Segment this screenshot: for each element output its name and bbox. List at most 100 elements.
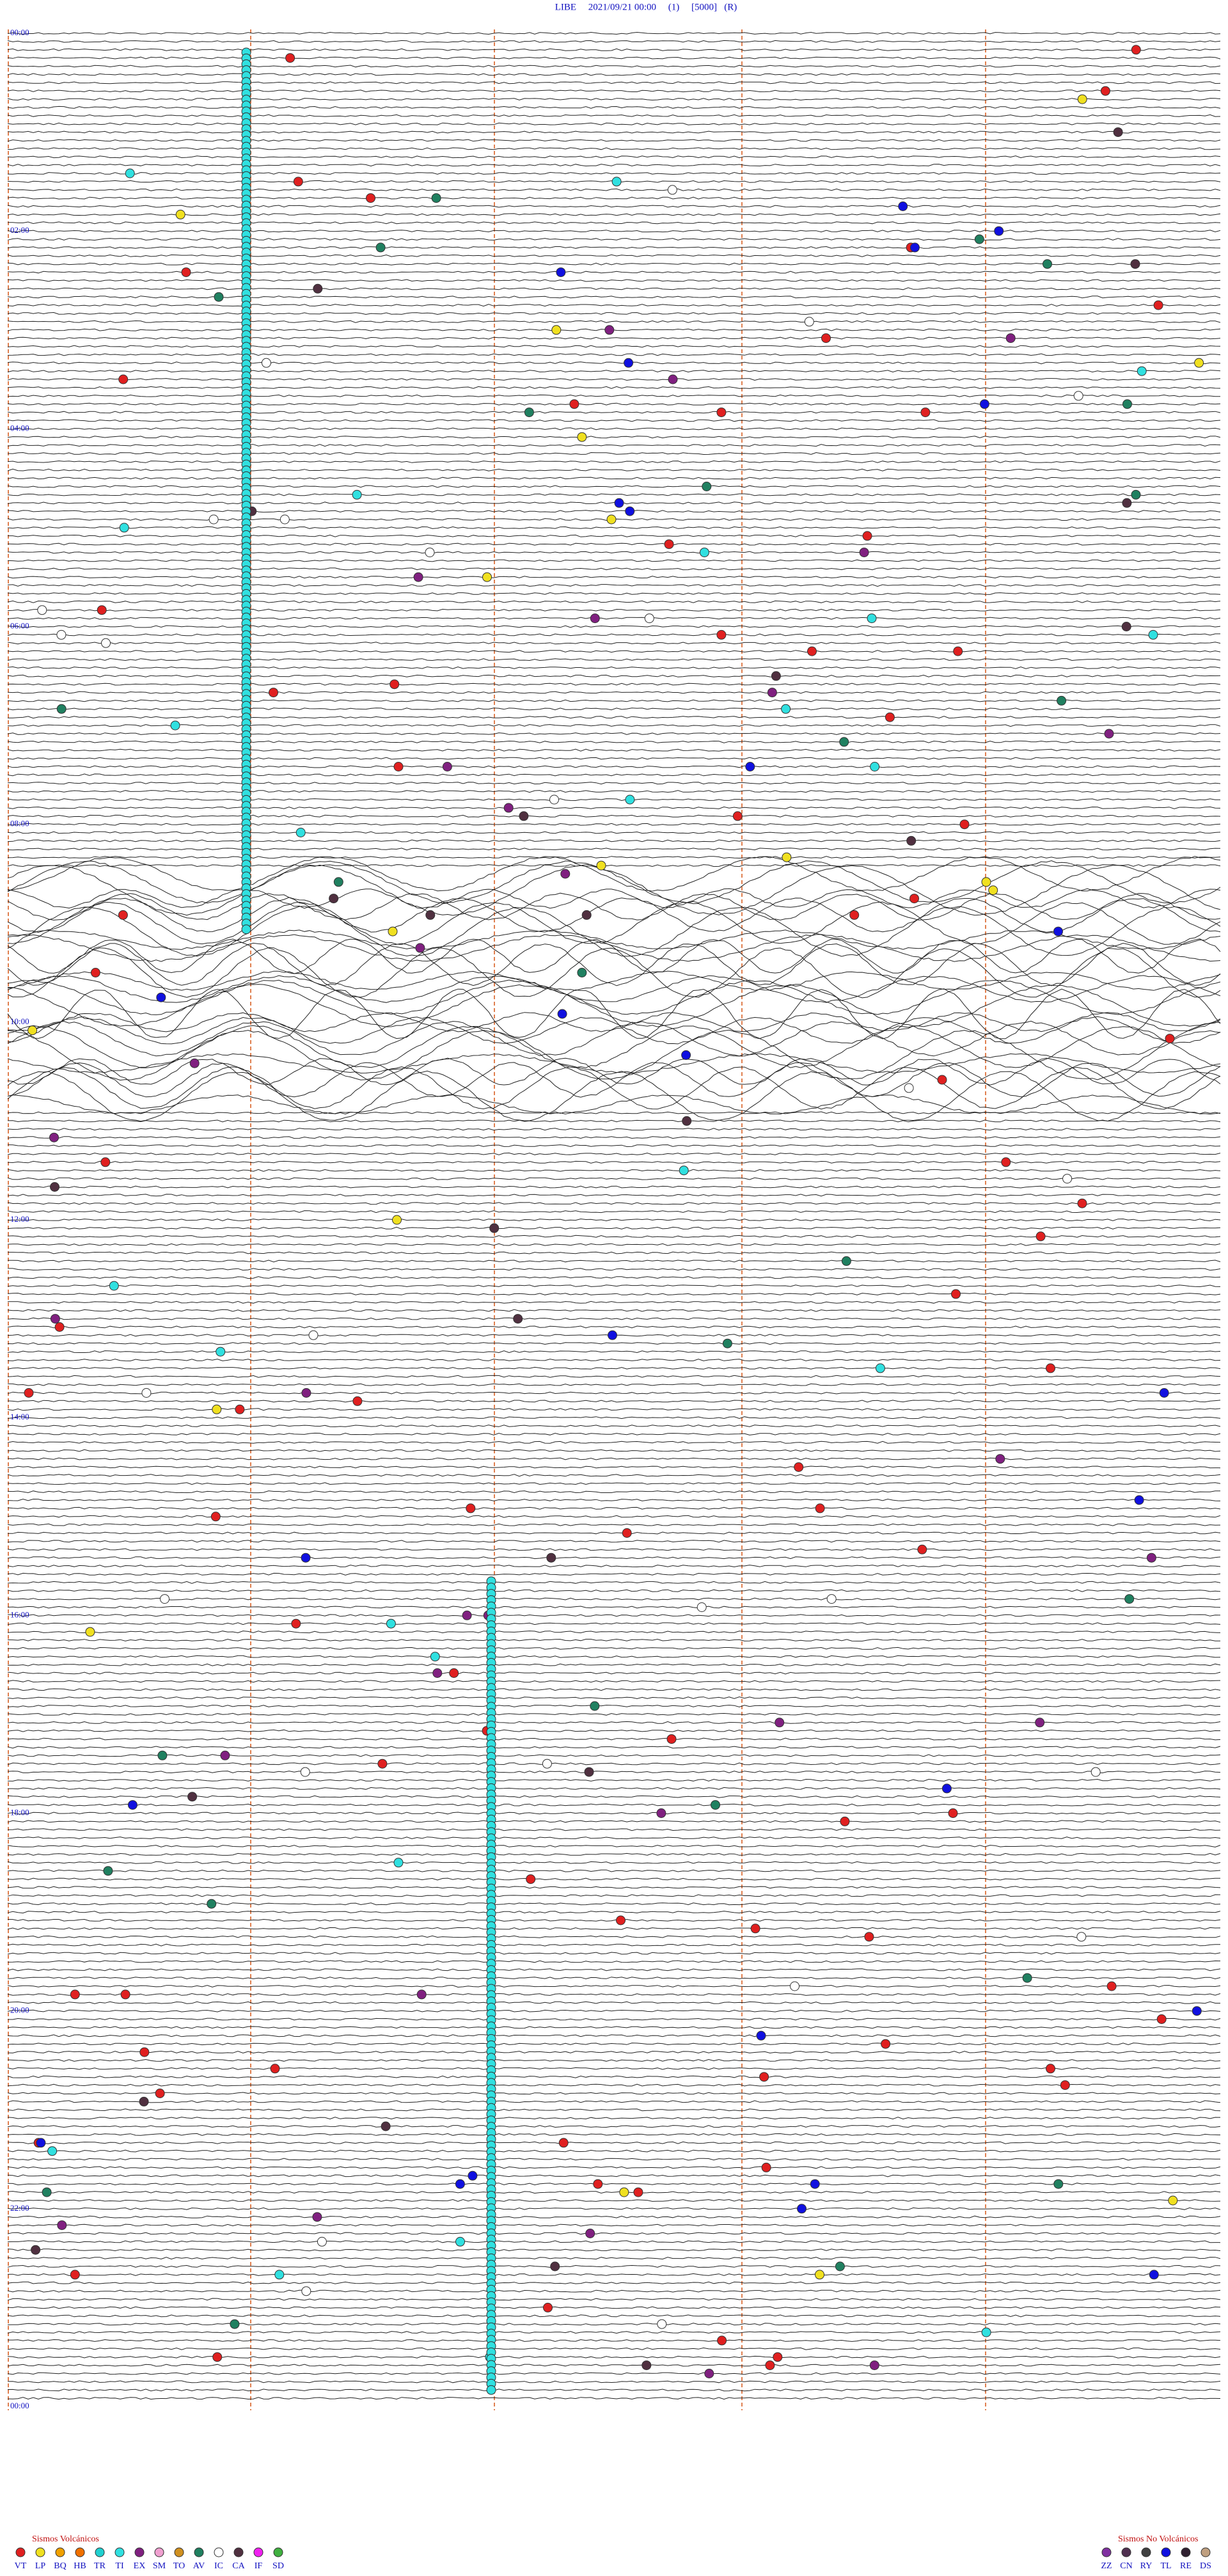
- legend-swatch: [114, 2547, 125, 2557]
- event-marker: [352, 1396, 363, 1406]
- trace: [7, 1853, 1221, 1856]
- trace: [7, 1457, 1221, 1460]
- event-marker: [1122, 399, 1132, 409]
- trace: [7, 2364, 1221, 2367]
- trace: [7, 90, 1221, 93]
- trace: [7, 1918, 1221, 1922]
- hour-label: 06:00: [10, 620, 29, 630]
- event-marker: [616, 1915, 626, 1925]
- trace: [7, 122, 1221, 125]
- event-marker: [54, 1322, 65, 1332]
- event-marker: [745, 762, 755, 771]
- event-marker: [614, 498, 624, 508]
- trace: [7, 2034, 1221, 2037]
- trace: [7, 1094, 1221, 1115]
- trace: [7, 287, 1221, 290]
- event-marker: [807, 646, 817, 656]
- trace: [7, 1531, 1221, 1535]
- event-marker: [386, 1618, 396, 1629]
- trace: [7, 502, 1221, 505]
- event-marker: [415, 943, 425, 953]
- trace: [7, 196, 1221, 200]
- trace: [7, 1276, 1221, 1279]
- event-marker: [101, 638, 111, 648]
- event-marker: [466, 1503, 476, 1513]
- event-marker: [577, 432, 587, 442]
- trace: [7, 1177, 1221, 1180]
- trace: [7, 1564, 1221, 1568]
- trace: [7, 1029, 1221, 1081]
- event-marker: [295, 828, 306, 837]
- event-marker: [668, 374, 678, 384]
- event-marker: [220, 1750, 230, 1760]
- hour-label: 20:00: [10, 2005, 29, 2015]
- trace: [7, 1911, 1221, 1914]
- event-marker: [235, 1404, 245, 1414]
- trace: [7, 1144, 1221, 1148]
- hour-label: 02:00: [10, 225, 29, 235]
- trace: [7, 81, 1221, 84]
- trace: [7, 1688, 1221, 1691]
- event-marker: [170, 720, 180, 731]
- trace: [7, 155, 1221, 159]
- event-marker: [70, 1989, 80, 2000]
- event-marker: [606, 514, 617, 525]
- event-marker: [898, 201, 908, 211]
- event-marker: [308, 1330, 319, 1340]
- event-marker: [56, 629, 67, 640]
- legend-code: IC: [214, 2561, 223, 2571]
- event-marker: [560, 869, 571, 879]
- trace: [7, 1968, 1221, 1972]
- trace: [8, 2339, 1221, 2342]
- traces: [7, 31, 1221, 2400]
- trace: [7, 1638, 1220, 1641]
- trace: [7, 377, 1221, 381]
- legend-code: SD: [272, 2561, 284, 2571]
- event-marker: [1146, 1553, 1156, 1563]
- event-marker: [1156, 2014, 1167, 2024]
- event-marker: [1077, 1198, 1087, 1208]
- trace: [7, 740, 1221, 743]
- event-marker: [697, 1602, 707, 1612]
- event-marker: [449, 1668, 459, 1678]
- trace: [7, 1449, 1221, 1452]
- trace: [7, 856, 1221, 859]
- trace: [7, 2092, 1221, 2095]
- event-marker: [526, 1874, 536, 1885]
- trace: [7, 856, 1221, 892]
- event-marker: [804, 317, 814, 327]
- trace: [7, 674, 1221, 677]
- event-marker: [859, 548, 869, 558]
- event-marker: [988, 885, 998, 896]
- event-marker: [375, 242, 386, 253]
- event-marker: [468, 2170, 478, 2181]
- event-marker: [775, 1718, 785, 1728]
- event-marker: [519, 811, 529, 821]
- legend-swatch: [55, 2547, 65, 2557]
- event-marker: [546, 1553, 556, 1563]
- event-marker: [1149, 2270, 1159, 2280]
- event-marker: [109, 1281, 119, 1291]
- trace: [7, 790, 1221, 793]
- event-marker: [840, 1816, 850, 1826]
- event-marker: [841, 1256, 851, 1266]
- trace: [7, 345, 1221, 348]
- event-marker: [974, 234, 984, 244]
- trace: [7, 1960, 1221, 1963]
- event-marker: [1076, 1932, 1087, 1942]
- event-marker: [49, 1132, 59, 1142]
- hour-label: 12:00: [10, 1214, 29, 1224]
- trace: [7, 2355, 1221, 2359]
- event-marker: [1134, 1495, 1144, 1505]
- event-marker: [1137, 366, 1147, 376]
- trace: [7, 98, 1221, 101]
- trace: [7, 419, 1221, 422]
- trace: [7, 831, 1221, 834]
- trace: [7, 2281, 1221, 2284]
- trace: [7, 48, 1221, 51]
- trace: [7, 370, 1221, 373]
- hour-label: 08:00: [10, 819, 29, 828]
- event-marker: [285, 53, 295, 63]
- trace: [7, 1622, 1221, 1625]
- trace: [7, 1671, 1221, 1675]
